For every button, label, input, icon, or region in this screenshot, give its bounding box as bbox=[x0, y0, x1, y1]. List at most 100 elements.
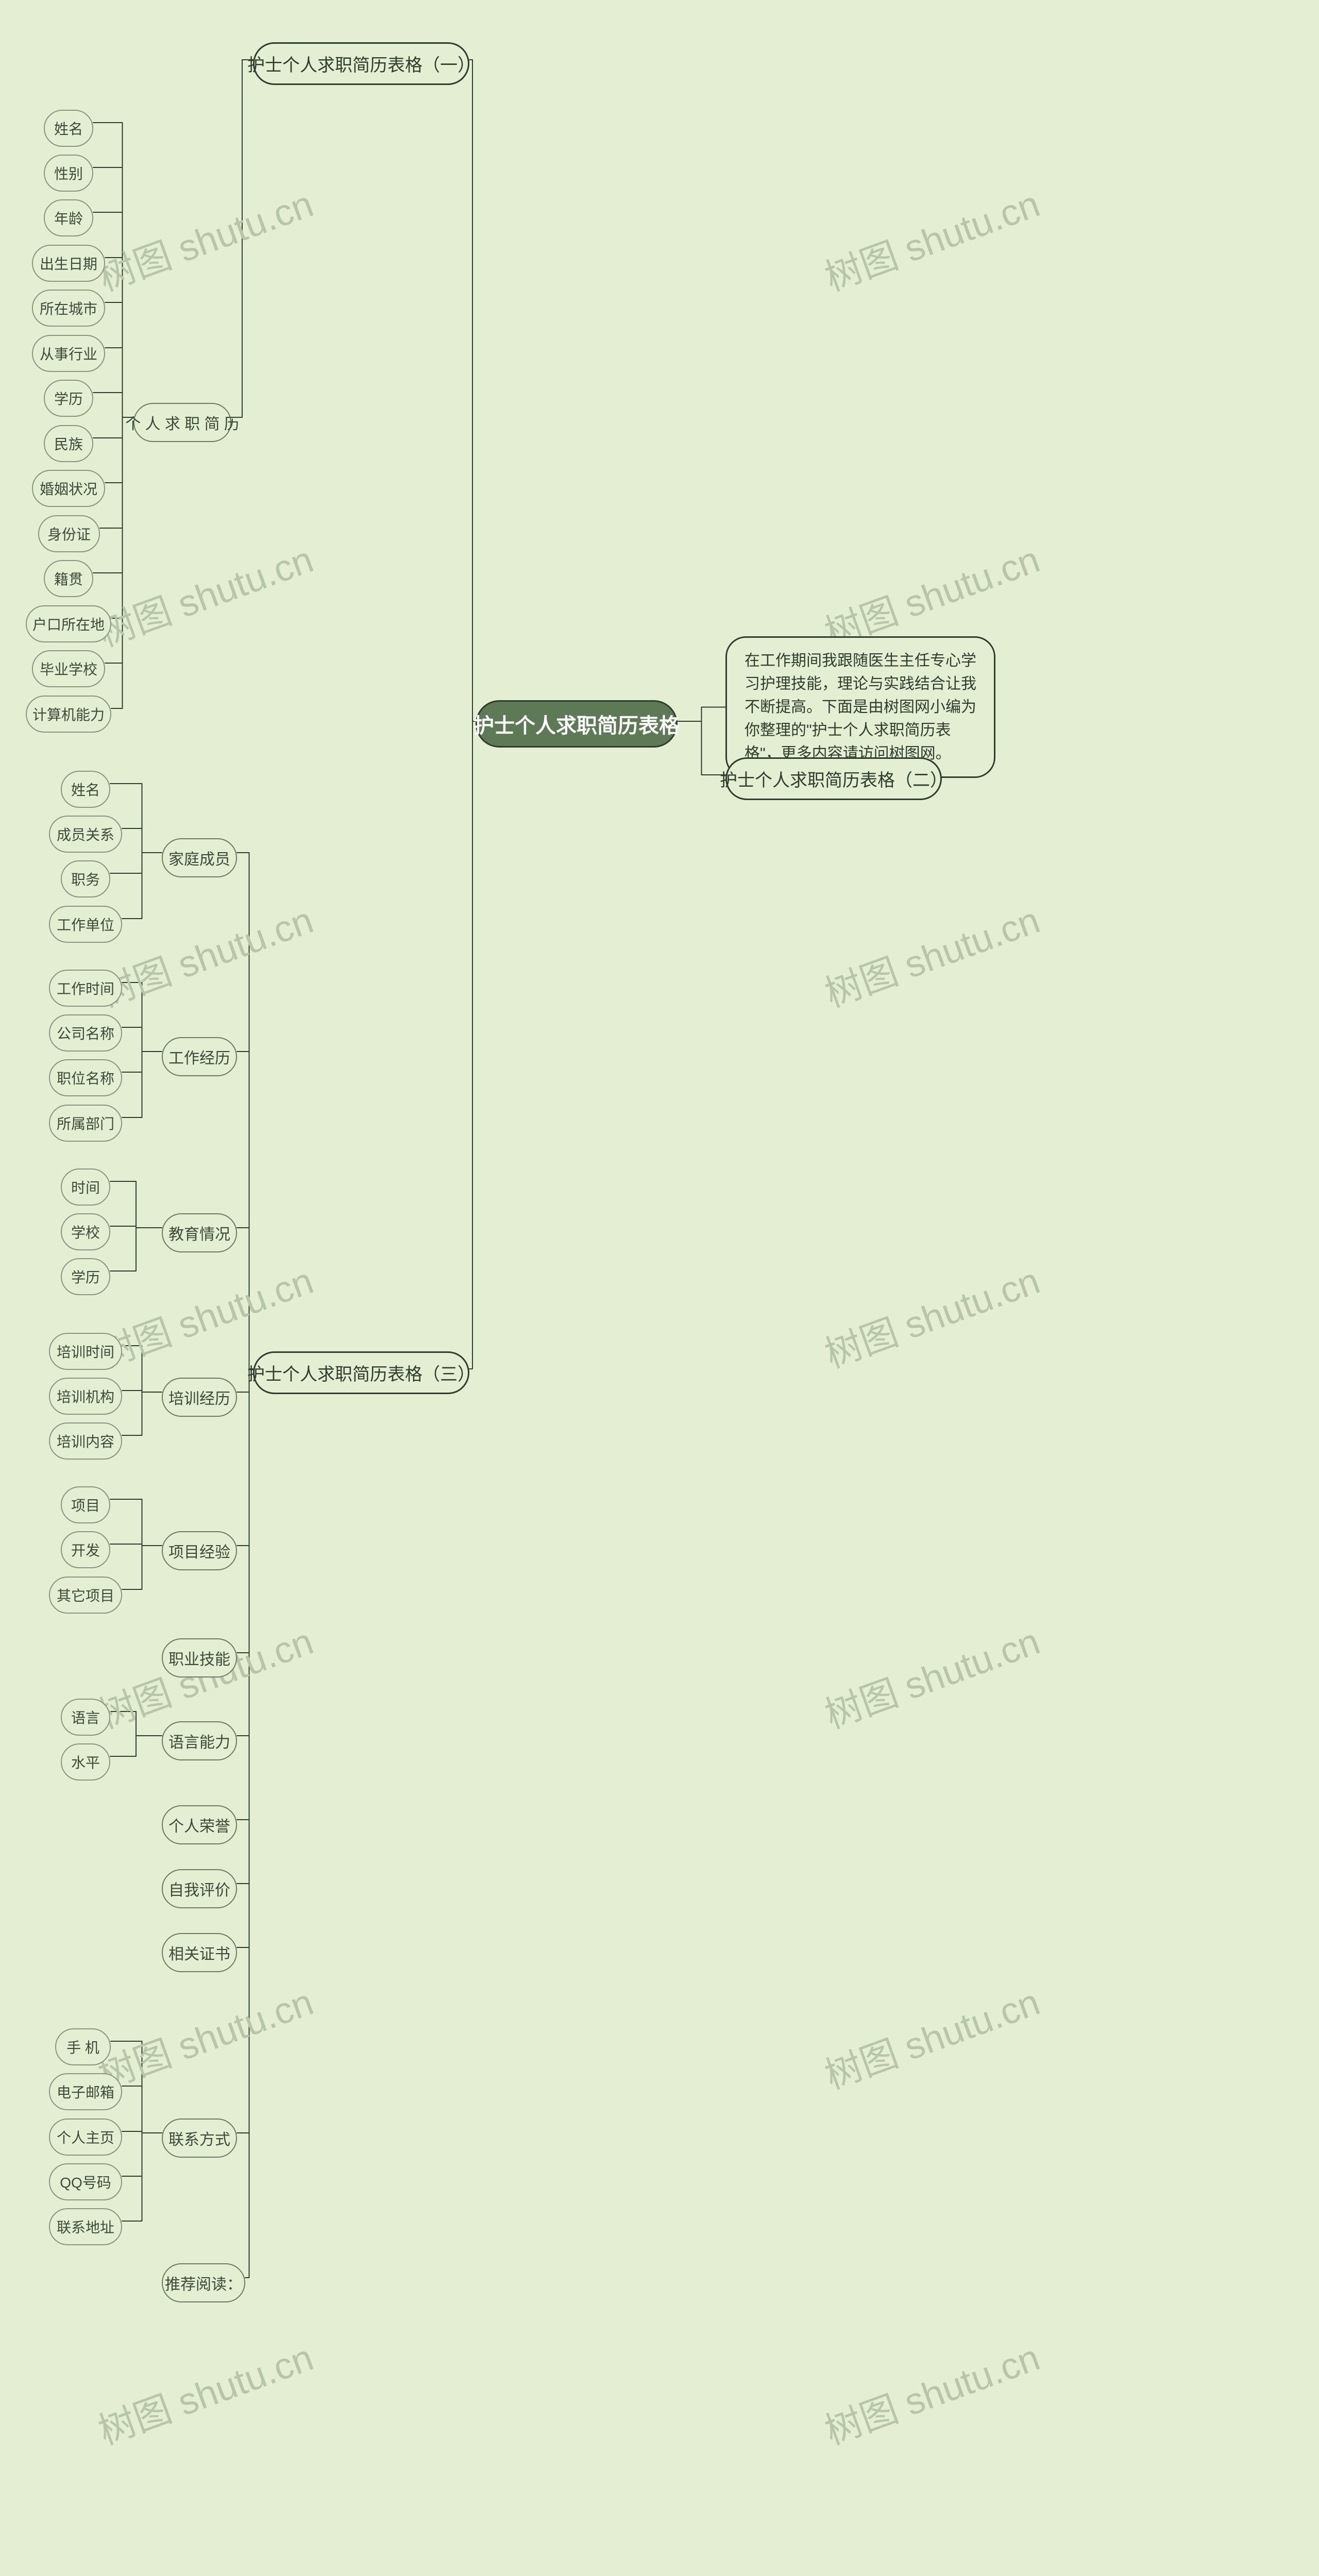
node-c_mail: 电子邮箱 bbox=[49, 2073, 122, 2110]
node-r_orig: 籍贯 bbox=[44, 560, 93, 597]
node-label: 家庭成员 bbox=[168, 846, 230, 869]
node-label: 工作单位 bbox=[57, 914, 114, 935]
node-e_sch: 学校 bbox=[61, 1213, 110, 1250]
node-r_name: 姓名 bbox=[44, 110, 93, 147]
node-r_birth: 出生日期 bbox=[32, 245, 105, 282]
node-t_cont: 培训内容 bbox=[49, 1422, 122, 1460]
node-f_job: 职务 bbox=[61, 860, 110, 897]
node-label: 个人主页 bbox=[57, 2127, 114, 2147]
node-label: 学历 bbox=[71, 1266, 100, 1287]
node-honor: 个人荣誉 bbox=[162, 1805, 237, 1844]
node-w_pos: 职位名称 bbox=[49, 1059, 122, 1096]
node-r_comp: 计算机能力 bbox=[26, 696, 111, 733]
node-label: 成员关系 bbox=[57, 824, 114, 844]
node-pj_other: 其它项目 bbox=[49, 1577, 122, 1614]
node-selfeval: 自我评价 bbox=[162, 1869, 237, 1908]
node-label: 民族 bbox=[54, 433, 83, 454]
node-label: 护士个人求职简历表格（三） bbox=[247, 1360, 475, 1385]
node-label: 公司名称 bbox=[57, 1023, 114, 1043]
node-label: 培训机构 bbox=[57, 1386, 114, 1406]
node-label: 所在城市 bbox=[40, 298, 97, 318]
node-label: 计算机能力 bbox=[32, 704, 105, 724]
node-label: 年龄 bbox=[54, 208, 83, 228]
node-label: 职务 bbox=[71, 869, 100, 889]
node-rec: 推荐阅读： bbox=[162, 2263, 245, 2302]
node-pj_dev: 开发 bbox=[61, 1531, 110, 1568]
node-r_grad: 毕业学校 bbox=[32, 650, 105, 687]
node-w_dep: 所属部门 bbox=[49, 1105, 122, 1142]
node-t_time: 培训时间 bbox=[49, 1333, 122, 1370]
node-label: 出生日期 bbox=[40, 253, 97, 274]
node-label: 相关证书 bbox=[168, 1941, 230, 1964]
node-fam: 家庭成员 bbox=[162, 838, 237, 877]
node-label: 水平 bbox=[71, 1752, 100, 1772]
node-w_time: 工作时间 bbox=[49, 970, 122, 1007]
node-l_lang: 语言 bbox=[61, 1699, 110, 1736]
node-label: 教育情况 bbox=[168, 1222, 230, 1244]
node-label: 个人荣誉 bbox=[168, 1814, 230, 1836]
node-c_qq: QQ号码 bbox=[49, 2163, 122, 2200]
connector-layer bbox=[0, 0, 1319, 2576]
node-c_page: 个人主页 bbox=[49, 2119, 122, 2156]
node-l_lvl: 水平 bbox=[61, 1743, 110, 1781]
node-label: 语言能力 bbox=[168, 1730, 230, 1752]
node-label: 护士个人求职简历表格（一） bbox=[247, 51, 475, 76]
node-f_unit: 工作单位 bbox=[49, 906, 122, 943]
node-label: 学历 bbox=[54, 388, 83, 409]
node-label: 学校 bbox=[71, 1222, 100, 1242]
node-label: 自我评价 bbox=[168, 1877, 230, 1900]
node-contact: 联系方式 bbox=[162, 2119, 237, 2158]
node-p2: 护士个人求职简历表格（二） bbox=[725, 757, 942, 800]
node-label: 联系地址 bbox=[57, 2216, 114, 2237]
node-p1: 护士个人求职简历表格（一） bbox=[253, 42, 469, 85]
node-label: 手 机 bbox=[66, 2037, 99, 2057]
node-label: 户口所在地 bbox=[32, 614, 105, 634]
node-label: 开发 bbox=[71, 1539, 100, 1560]
node-label: 推荐阅读： bbox=[165, 2272, 242, 2294]
node-label: 培训时间 bbox=[57, 1341, 114, 1362]
node-r_edu: 学历 bbox=[44, 380, 93, 417]
node-label: 从事行业 bbox=[40, 343, 97, 364]
node-f_name: 姓名 bbox=[61, 771, 110, 808]
node-label: 工作经历 bbox=[168, 1045, 230, 1068]
node-label: 职位名称 bbox=[57, 1067, 114, 1088]
node-e_deg: 学历 bbox=[61, 1258, 110, 1295]
node-label: 所属部门 bbox=[57, 1113, 114, 1133]
node-r_ind: 从事行业 bbox=[32, 335, 105, 372]
node-r_idc: 身份证 bbox=[38, 515, 100, 552]
node-label: 其它项目 bbox=[57, 1585, 114, 1605]
node-label: 性别 bbox=[54, 163, 83, 183]
node-edu: 教育情况 bbox=[162, 1213, 237, 1252]
node-label: 姓名 bbox=[54, 118, 83, 139]
node-r_city: 所在城市 bbox=[32, 290, 105, 327]
node-w_co: 公司名称 bbox=[49, 1014, 122, 1052]
node-label: 毕业学校 bbox=[40, 658, 97, 679]
node-label: 职业技能 bbox=[168, 1647, 230, 1669]
node-c_phone: 手 机 bbox=[55, 2028, 111, 2065]
node-t_org: 培训机构 bbox=[49, 1378, 122, 1415]
node-label: 语言 bbox=[71, 1707, 100, 1727]
node-label: 籍贯 bbox=[54, 568, 83, 589]
node-label: 护士个人求职简历表格（二） bbox=[720, 766, 948, 791]
node-pj_item: 项目 bbox=[61, 1486, 110, 1523]
node-label: 电子邮箱 bbox=[57, 2081, 114, 2102]
node-r_nat: 民族 bbox=[44, 425, 93, 462]
node-lang: 语言能力 bbox=[162, 1721, 237, 1760]
node-r_mar: 婚姻状况 bbox=[32, 470, 105, 507]
node-r_age: 年龄 bbox=[44, 199, 93, 236]
node-label: 身份证 bbox=[47, 523, 91, 544]
node-label: 时间 bbox=[71, 1177, 100, 1197]
node-label: 护士个人求职简历表格 bbox=[474, 709, 680, 739]
node-c_addr: 联系地址 bbox=[49, 2208, 122, 2245]
node-label: 在工作期间我跟随医生主任专心学习护理技能，理论与实践结合让我不断提高。下面是由树… bbox=[745, 649, 976, 765]
node-root: 护士个人求职简历表格 bbox=[476, 700, 678, 748]
node-proj: 项目经验 bbox=[162, 1531, 237, 1570]
node-label: QQ号码 bbox=[60, 2172, 111, 2192]
mindmap-canvas: 树图 shutu.cn树图 shutu.cn树图 shutu.cn树图 shut… bbox=[0, 0, 1319, 2576]
node-cert: 相关证书 bbox=[162, 1933, 237, 1972]
node-label: 培训经历 bbox=[168, 1386, 230, 1409]
node-label: 工作时间 bbox=[57, 978, 114, 998]
node-work: 工作经历 bbox=[162, 1037, 237, 1076]
node-r_gender: 性别 bbox=[44, 155, 93, 192]
node-info: 在工作期间我跟随医生主任专心学习护理技能，理论与实践结合让我不断提高。下面是由树… bbox=[725, 636, 995, 778]
